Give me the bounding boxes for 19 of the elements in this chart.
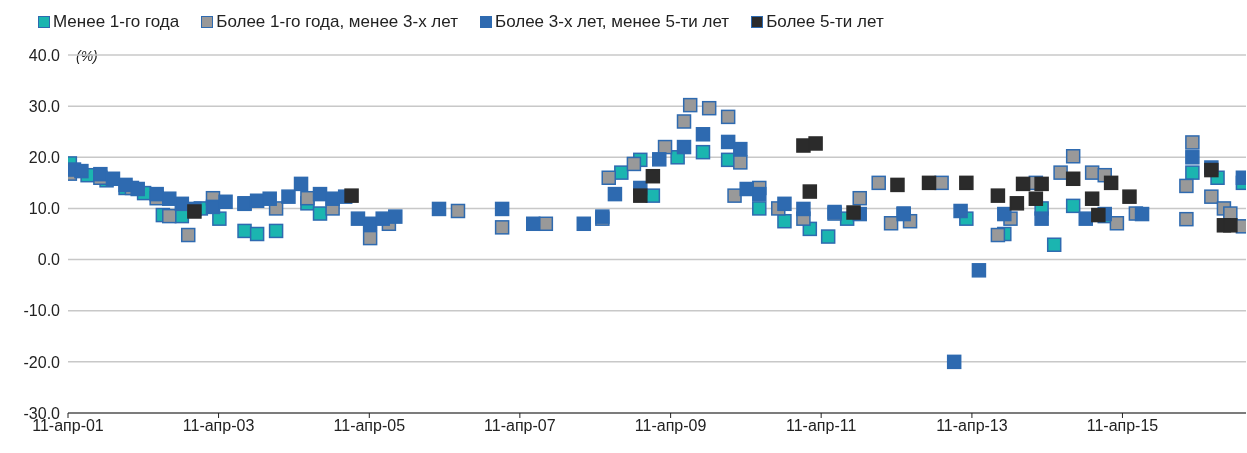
y-tick-label: -10.0 bbox=[23, 302, 61, 320]
x-tick-label: 11-апр-09 bbox=[634, 417, 707, 435]
y-tick-label: 40.0 bbox=[28, 46, 61, 64]
legend-label: Менее 1-го года bbox=[53, 12, 180, 32]
y-tick-label: 0.0 bbox=[37, 251, 61, 269]
x-tick-label: 11-апр-03 bbox=[182, 417, 255, 435]
y-tick-label: 20.0 bbox=[28, 148, 61, 166]
legend-label: Более 3-х лет, менее 5-ти лет bbox=[494, 12, 730, 32]
x-tick-label: 11-апр-13 bbox=[936, 417, 1008, 435]
x-tick-label: 11-апр-07 bbox=[484, 417, 556, 435]
x-tick-label: 11-апр-11 bbox=[785, 417, 857, 435]
legend-label: Более 5-ти лет bbox=[766, 12, 884, 32]
y-axis-title: (%) bbox=[76, 48, 98, 64]
y-tick-label: 30.0 bbox=[28, 97, 61, 115]
y-tick-label: -20.0 bbox=[23, 353, 61, 371]
y-tick-label: 10.0 bbox=[28, 200, 61, 218]
legend-label: Более 1-го года, менее 3-х лет bbox=[216, 12, 458, 32]
x-tick-label: 11-апр-15 bbox=[1086, 417, 1159, 435]
x-tick-label: 11-апр-05 bbox=[333, 417, 406, 435]
